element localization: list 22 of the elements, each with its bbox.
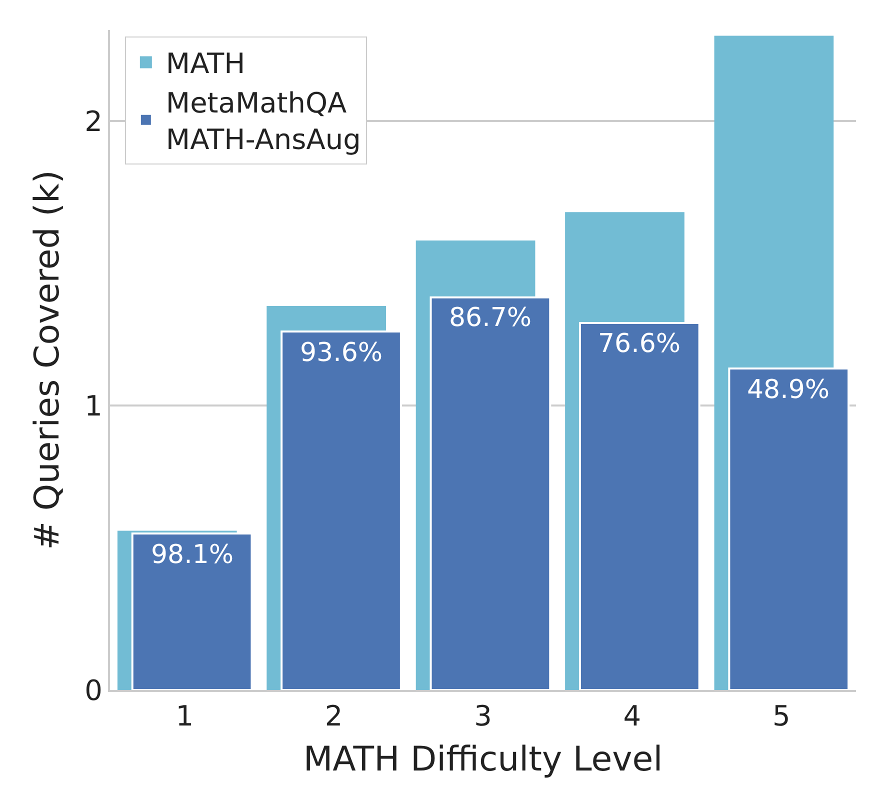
x-tick-label: 5 [772,700,790,733]
y-tick-label: 0 [84,674,102,707]
y-axis-title: # Queries Covered (k) [28,170,68,550]
bar [578,322,700,690]
y-tick-label: 1 [84,389,102,422]
legend-label: MetaMathQA MATH-AnsAug [166,86,361,156]
x-tick-label: 4 [623,700,642,733]
legend-label: MATH [166,47,246,80]
x-tick-label: 1 [176,700,194,733]
y-tick-label: 2 [84,104,102,138]
annotation: 86.7% [449,303,532,333]
x-axis-title: MATH Difficulty Level [303,739,663,780]
annotation: 48.9% [747,375,830,405]
annotation: 76.6% [598,329,681,359]
bar [430,296,552,690]
annotation: 93.6% [300,338,383,368]
bar [131,532,253,690]
bar [728,368,850,690]
bar [280,330,402,690]
x-tick-label: 3 [474,700,492,733]
annotation: 98.1% [151,540,234,570]
x-tick-label: 2 [324,700,343,733]
